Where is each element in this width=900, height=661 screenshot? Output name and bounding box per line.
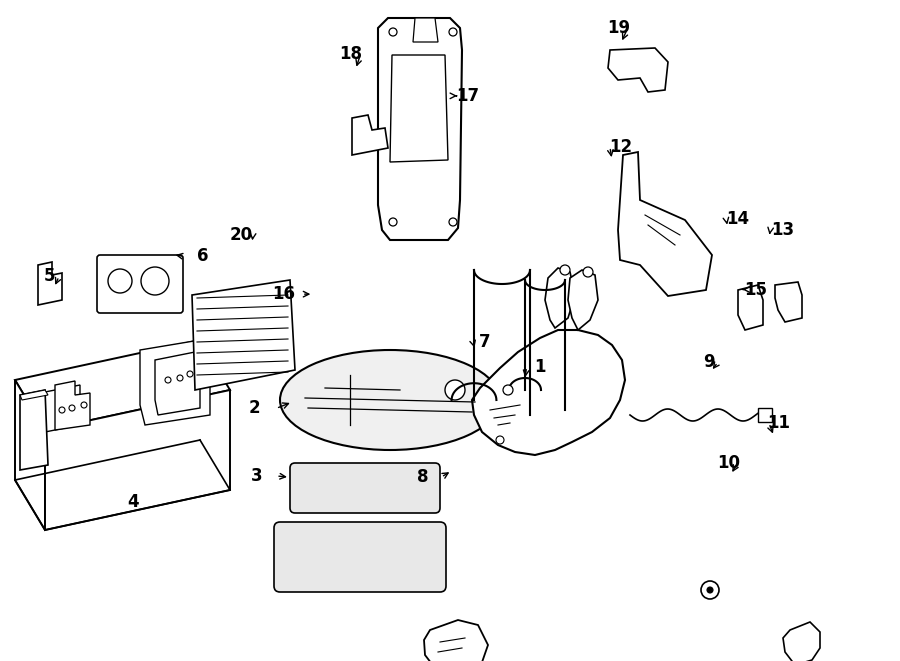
Polygon shape [378,18,462,240]
Circle shape [560,265,570,275]
Polygon shape [775,282,802,322]
Polygon shape [20,390,48,470]
Polygon shape [608,48,668,92]
FancyBboxPatch shape [290,463,440,513]
Circle shape [445,380,465,400]
Polygon shape [783,622,820,661]
Polygon shape [38,262,62,305]
Polygon shape [140,340,210,425]
Text: 3: 3 [251,467,262,485]
Polygon shape [472,330,625,455]
Text: 7: 7 [479,333,490,352]
Circle shape [108,269,132,293]
Polygon shape [15,380,45,530]
Circle shape [449,218,457,226]
Circle shape [165,377,171,383]
Polygon shape [545,268,575,328]
Circle shape [701,581,719,599]
Polygon shape [15,340,230,430]
Polygon shape [155,352,200,415]
Polygon shape [738,285,763,330]
Polygon shape [413,18,438,42]
Polygon shape [618,152,712,296]
Polygon shape [390,55,448,162]
Circle shape [177,375,183,381]
Polygon shape [45,390,230,530]
Text: 15: 15 [744,280,768,299]
Polygon shape [352,115,388,155]
Text: 16: 16 [272,285,295,303]
Text: 12: 12 [609,137,633,156]
Polygon shape [20,390,48,400]
Text: 9: 9 [704,353,715,371]
FancyBboxPatch shape [97,255,183,313]
Circle shape [59,407,65,413]
Text: 14: 14 [726,210,750,229]
Polygon shape [192,280,295,390]
Circle shape [187,371,193,377]
Text: 8: 8 [418,468,428,486]
Circle shape [69,405,75,411]
Circle shape [707,587,713,593]
Text: 18: 18 [339,45,363,63]
FancyBboxPatch shape [274,522,446,592]
Polygon shape [758,408,772,422]
Polygon shape [424,620,488,661]
Circle shape [449,28,457,36]
Text: 17: 17 [456,87,480,105]
Ellipse shape [280,350,500,450]
Text: 1: 1 [535,358,545,376]
Circle shape [503,385,513,395]
Text: 6: 6 [197,247,208,266]
Polygon shape [30,385,80,435]
Text: 20: 20 [230,225,253,244]
Text: 10: 10 [717,453,741,472]
Circle shape [583,267,593,277]
Text: 2: 2 [249,399,260,418]
Text: 11: 11 [767,414,790,432]
Polygon shape [55,381,90,430]
Polygon shape [568,270,598,330]
Circle shape [141,267,169,295]
Text: 5: 5 [44,267,55,286]
Circle shape [389,28,397,36]
Circle shape [81,402,87,408]
Text: 19: 19 [608,19,631,37]
Text: 13: 13 [771,221,795,239]
Circle shape [496,436,504,444]
Text: 4: 4 [128,493,139,512]
Circle shape [389,218,397,226]
